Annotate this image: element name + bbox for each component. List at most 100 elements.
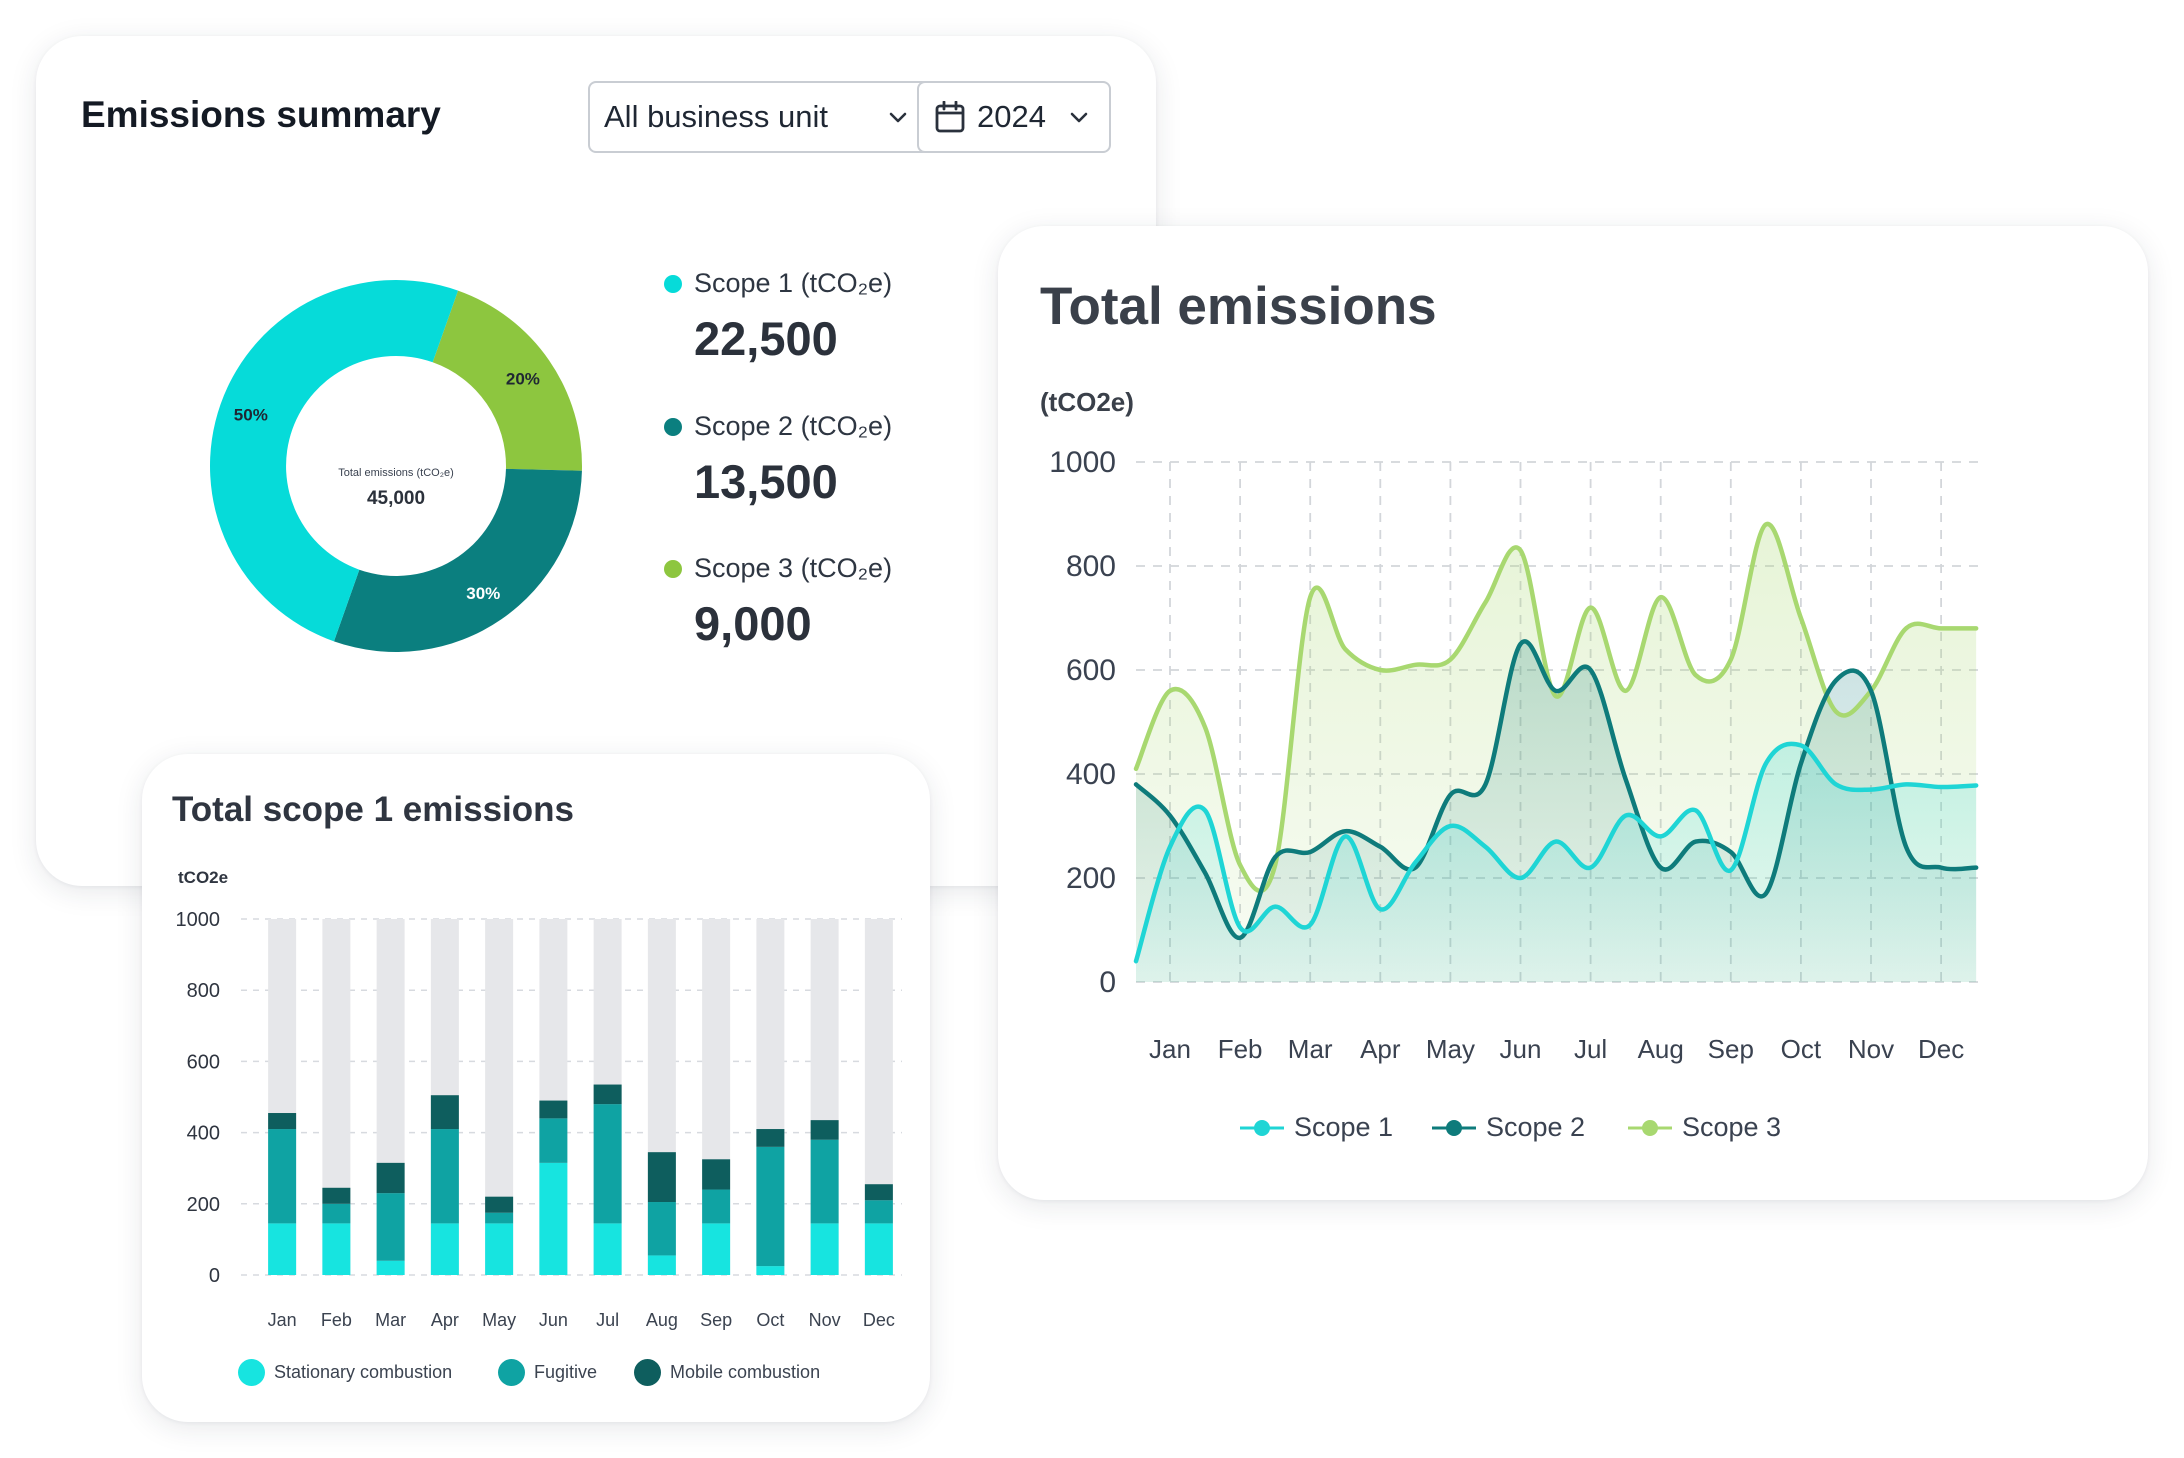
bar-segment-stationary-combustion: [376, 1260, 405, 1275]
line-x-tick-label: Jan: [1149, 1034, 1191, 1064]
bar-segment-fugitive: [376, 1193, 405, 1261]
line-x-tick-label: Feb: [1218, 1034, 1263, 1064]
bar-x-tick-label: Jul: [596, 1310, 619, 1330]
emissions-summary-card: Emissions summary All business unit 2024…: [36, 36, 1156, 886]
legend-label: Mobile combustion: [670, 1362, 821, 1382]
total-emissions-line-chart: (tCO2e) 0 200 400 600 800 1000 Jan Feb Mar Apr Ma…: [1040, 387, 1986, 1064]
line-y-tick-label: 200: [1066, 862, 1116, 895]
bar-y-tick-label: 200: [187, 1194, 220, 1216]
legend-label: Scope 1: [1294, 1112, 1394, 1142]
bar-x-tick-label: Nov: [809, 1310, 841, 1330]
scope-2-dot: [664, 417, 682, 436]
legend-scope-3: Scope 3: [1628, 1112, 1781, 1143]
bar-segment-mobile-combustion: [864, 1184, 893, 1201]
donut-slice-scope-1: [210, 280, 459, 642]
bar-segment-fugitive: [485, 1212, 514, 1224]
scope-1-summary: Scope 1 (tCO₂e) 22,500: [664, 268, 892, 366]
legend-mobile-combustion: Mobile combustion: [634, 1359, 820, 1386]
bar-segment-fugitive: [539, 1118, 568, 1163]
bar-segment-mobile-combustion: [322, 1187, 351, 1204]
bar-y-tick-label: 0: [209, 1265, 220, 1287]
bar-x-tick-label: Dec: [863, 1310, 895, 1330]
bar-segment-mobile-combustion: [268, 1113, 297, 1130]
line-x-tick-label: May: [1426, 1034, 1475, 1064]
scope-2-legend-marker: [1432, 1119, 1476, 1136]
bar-segment-fugitive: [702, 1189, 731, 1224]
scope-2-summary: Scope 2 (tCO₂e) 13,500: [664, 411, 892, 509]
legend-fugitive: Fugitive: [498, 1359, 597, 1386]
scope-3-value: 9,000: [694, 597, 812, 650]
bar-segment-mobile-combustion: [702, 1159, 731, 1190]
fugitive-dot: [498, 1359, 525, 1386]
bar-segment-stationary-combustion: [485, 1223, 514, 1275]
calendar-icon: [935, 101, 965, 133]
scope-1-dot: [664, 274, 682, 293]
year-value: 2024: [977, 99, 1046, 134]
line-x-tick-label: Apr: [1360, 1034, 1401, 1064]
bar-segment-fugitive: [430, 1129, 459, 1224]
bar-segment-mobile-combustion: [430, 1095, 459, 1130]
line-x-tick-label: Mar: [1288, 1034, 1333, 1064]
donut-percent-label: 50%: [234, 406, 268, 425]
scope-3-dot: [664, 559, 682, 578]
bar-x-tick-label: Jan: [268, 1310, 297, 1330]
scope1-y-axis-label: tCO2e: [178, 868, 228, 887]
line-x-tick-label: Jul: [1574, 1034, 1607, 1064]
bar-segment-mobile-combustion: [756, 1129, 785, 1147]
mobile-combustion-dot: [634, 1359, 661, 1386]
legend-scope-2: Scope 2: [1432, 1112, 1585, 1143]
bar-segment-mobile-combustion: [539, 1100, 568, 1119]
business-unit-dropdown[interactable]: All business unit: [588, 81, 930, 153]
bar-segment-fugitive: [268, 1129, 297, 1224]
year-dropdown[interactable]: 2024: [917, 81, 1111, 153]
bar-x-tick-label: Sep: [700, 1310, 732, 1330]
total-emissions-title: Total emissions: [1040, 277, 1437, 336]
bar-segment-mobile-combustion: [593, 1084, 622, 1105]
bar-x-tick-label: May: [482, 1310, 516, 1330]
bar-segment-stationary-combustion: [810, 1223, 839, 1275]
line-x-tick-label: Sep: [1708, 1034, 1754, 1064]
bar-x-tick-label: Jun: [539, 1310, 568, 1330]
bar-segment-stationary-combustion: [647, 1255, 676, 1275]
line-y-tick-label: 0: [1099, 966, 1116, 999]
bar-segment-mobile-combustion: [647, 1152, 676, 1203]
legend-label: Scope 2: [1486, 1112, 1586, 1142]
legend-scope-1: Scope 1: [1240, 1112, 1393, 1143]
bar-segment-fugitive: [322, 1203, 351, 1224]
bar-x-tick-label: Feb: [321, 1310, 352, 1330]
line-x-tick-label: Oct: [1781, 1034, 1822, 1064]
bar-x-tick-label: Aug: [646, 1310, 678, 1330]
donut-percent-label: 20%: [506, 370, 540, 389]
bar-segment-fugitive: [810, 1139, 839, 1224]
donut-percent-label: 30%: [466, 584, 500, 603]
bar-x-tick-label: Mar: [375, 1310, 406, 1330]
donut-center-label: Total emissions (tCO₂e): [338, 467, 454, 479]
bar-segment-stationary-combustion: [593, 1223, 622, 1275]
bar-x-tick-label: Oct: [756, 1310, 784, 1330]
bar-segment-stationary-combustion: [322, 1223, 351, 1275]
bar-segment-fugitive: [756, 1146, 785, 1267]
bar-segment-stationary-combustion: [539, 1162, 568, 1275]
bar-y-tick-label: 400: [187, 1123, 220, 1145]
legend-stationary-combustion: Stationary combustion: [238, 1359, 452, 1386]
line-scope-2: [1133, 639, 1979, 941]
line-x-tick-label: Aug: [1638, 1034, 1684, 1064]
bar-segment-mobile-combustion: [485, 1196, 514, 1213]
scope-1-legend-marker: [1240, 1119, 1284, 1136]
business-unit-value: All business unit: [604, 99, 829, 134]
donut-slice-scope-3: [432, 290, 582, 471]
scope-1-label: Scope 1 (tCO₂e): [694, 268, 893, 298]
bar-segment-fugitive: [593, 1104, 622, 1224]
line-scope-1: [1133, 741, 1979, 964]
scope-3-legend-marker: [1628, 1119, 1672, 1136]
scope-2-label: Scope 2 (tCO₂e): [694, 411, 893, 441]
legend-label: Stationary combustion: [274, 1362, 453, 1382]
total-y-axis-label: (tCO2e): [1040, 387, 1134, 417]
scope1-emissions-card: Total scope 1 emissions tCO2e 0 200 400 600…: [142, 754, 930, 1422]
scope1-stacked-bar-chart: tCO2e 0 200 400 600 800 1000 Jan Feb Mar Apr May J…: [176, 868, 902, 1330]
scope1-chart-title: Total scope 1 emissions: [172, 790, 574, 829]
scope-3-summary: Scope 3 (tCO₂e) 9,000: [664, 553, 892, 651]
emissions-summary-title: Emissions summary: [81, 94, 441, 135]
chevron-down-icon: [1070, 112, 1088, 123]
line-y-tick-label: 600: [1066, 654, 1116, 687]
